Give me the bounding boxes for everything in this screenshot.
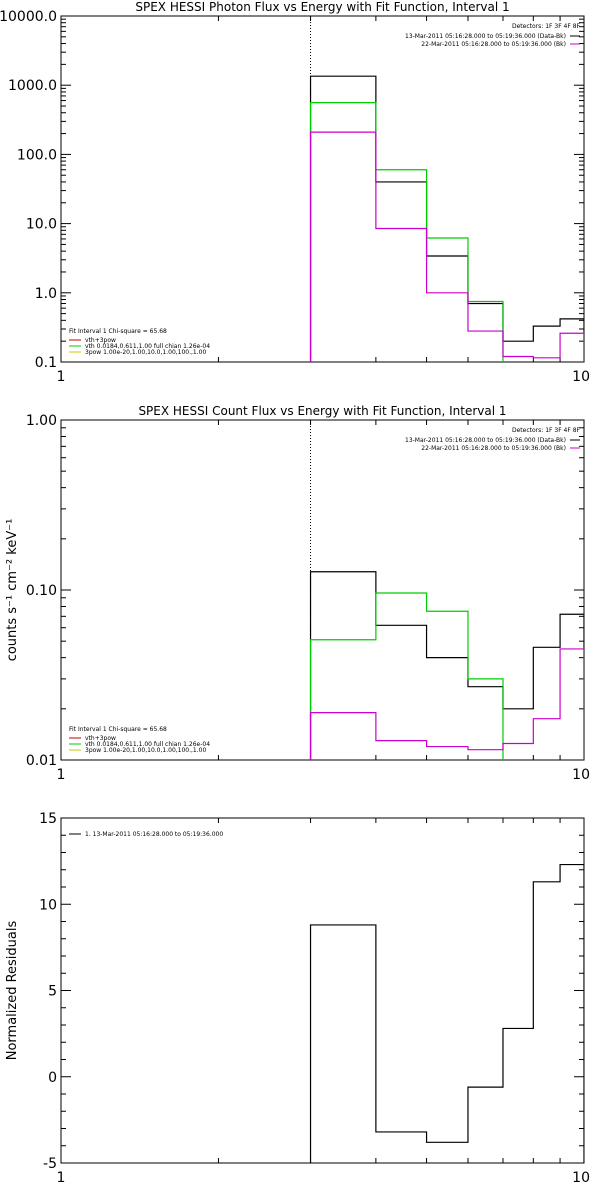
series-2-step-line — [309, 592, 504, 760]
y-tick-label: 5 — [48, 984, 57, 1000]
y-tick-label: 10000.0 — [0, 9, 57, 25]
y-axis-label: Normalized Residuals — [5, 921, 20, 1061]
legend-top-right: Detectors: 1F 3F 4F 8F 13-Mar-2011 05:16:… — [405, 427, 581, 452]
y-tick-label: 10 — [39, 897, 57, 913]
x-tick-label: 1 — [57, 369, 66, 385]
y-tick-label: 1.00 — [26, 413, 57, 429]
series-3-step-line — [309, 648, 584, 760]
x-tick-label: 10 — [572, 1170, 590, 1186]
legend-entry-label: vth 0.0184,0.611,1.00 full chian 1.26e-0… — [85, 741, 210, 748]
legend-entry-label: 22-Mar-2011 05:16:28.000 to 05:19:36.000… — [421, 445, 566, 452]
legend-entry-label: 1. 13-Mar-2011 05:16:28.000 to 05:19:36.… — [85, 831, 223, 838]
legend-entry-label: 13-Mar-2011 05:16:28.000 to 05:19:36.000… — [405, 33, 566, 40]
legend-entry-label: 13-Mar-2011 05:16:28.000 to 05:19:36.000… — [405, 437, 566, 444]
series-1-step-line — [309, 571, 584, 760]
y-tick-label: -5 — [43, 1156, 57, 1172]
y-tick-label: 0.01 — [26, 753, 57, 769]
y-tick-label: 1000.0 — [8, 78, 57, 94]
legend-header: Detectors: 1F 3F 4F 8F — [512, 23, 581, 30]
x-tick-label: 1 — [57, 1170, 66, 1186]
chart-panel-1: SPEX HESSI Photon Flux vs Energy with Fi… — [0, 0, 590, 385]
legend-header: Fit Interval 1 Chi-square = 65.68 — [69, 328, 167, 335]
legend-entry-label: vth+3pow — [85, 337, 116, 344]
legend-bottom-left: Fit Interval 1 Chi-square = 65.68 vth+3po… — [69, 726, 210, 754]
y-tick-label: 100.0 — [17, 147, 57, 163]
legend-top-right: Detectors: 1F 3F 4F 8F 13-Mar-2011 05:16:… — [405, 23, 581, 48]
y-tick-label: 0.10 — [26, 583, 57, 599]
legend-entry-label: 22-Mar-2011 05:16:28.000 to 05:19:36.000… — [421, 41, 566, 48]
series-1-step-line — [309, 75, 584, 362]
x-tick-label: 10 — [572, 369, 590, 385]
series-3-step-line — [309, 131, 584, 362]
chart-panel-2: SPEX HESSI Count Flux vs Energy with Fit… — [5, 404, 590, 783]
legend-header: Detectors: 1F 3F 4F 8F — [512, 427, 581, 434]
legend-entry-label: vth 0.0184,0.611,1.00 full chian 1.26e-0… — [85, 343, 210, 350]
y-tick-label: 1.0 — [35, 286, 57, 302]
legend-bottom-left: Fit Interval 1 Chi-square = 65.68 vth+3po… — [69, 328, 210, 356]
legend-entry-label: 3pow 1.00e-20,1.00,10.0,1.00,100.,1.00 — [85, 747, 206, 754]
y-tick-label: 15 — [39, 811, 57, 827]
y-tick-label: 10.0 — [26, 217, 57, 233]
y-axis-label: counts s⁻¹ cm⁻² keV⁻¹ — [5, 519, 20, 662]
x-tick-label: 1 — [57, 767, 66, 783]
plot-frame — [60, 817, 585, 1164]
series-2-step-line — [309, 102, 504, 362]
legend-entry-label: 3pow 1.00e-20,1.00,10.0,1.00,100.,1.00 — [85, 349, 206, 356]
plot-frame — [60, 15, 585, 363]
legend-header: Fit Interval 1 Chi-square = 65.68 — [69, 726, 167, 733]
legend-top-left: 1. 13-Mar-2011 05:16:28.000 to 05:19:36.… — [69, 831, 223, 838]
y-tick-label: 0.1 — [35, 355, 57, 371]
x-tick-label: 10 — [572, 767, 590, 783]
legend-entry-label: vth+3pow — [85, 735, 116, 742]
y-tick-label: 0 — [48, 1070, 57, 1086]
series-1-step-line — [309, 863, 584, 1163]
chart-title: SPEX HESSI Count Flux vs Energy with Fit… — [138, 404, 506, 418]
chart-panel-3: 1 10 -5 0 5 10 15 Normalized Residuals 1. 13-Mar… — [5, 811, 590, 1186]
chart-title: SPEX HESSI Photon Flux vs Energy with Fi… — [135, 0, 509, 14]
